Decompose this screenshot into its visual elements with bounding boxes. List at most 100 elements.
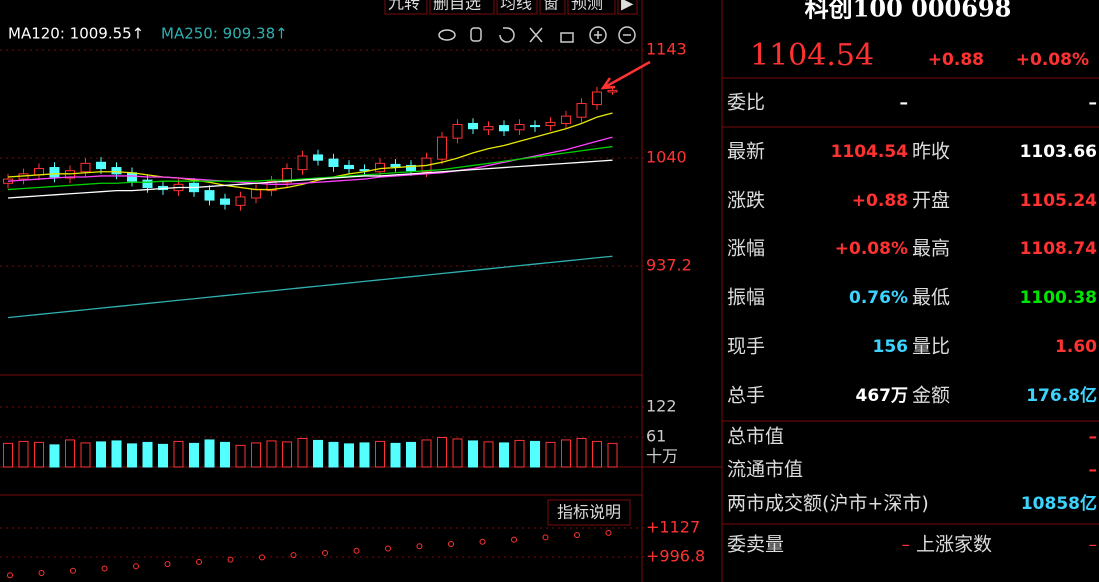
candle-body: [313, 154, 323, 161]
indicator-button-label[interactable]: 指标说明: [557, 503, 621, 522]
volume-bar: [561, 439, 571, 468]
toolbar-button[interactable]: [496, 0, 538, 15]
tool-eye[interactable]: [438, 29, 456, 41]
candle-body: [127, 172, 137, 182]
volume-bar: [204, 439, 215, 468]
tool-hand[interactable]: [470, 27, 482, 42]
row-value: –: [1089, 93, 1098, 113]
volume-bar: [576, 437, 587, 468]
toolbar-button[interactable]: [539, 0, 566, 15]
volume-bar: [282, 441, 292, 468]
candle-body: [204, 190, 215, 201]
indicator-dot: [38, 569, 45, 576]
volume-bar: [251, 442, 261, 468]
volume-bar: [499, 442, 509, 468]
tool-zoom-out[interactable]: [618, 26, 636, 44]
volume-bar: [65, 439, 75, 468]
tool-cut[interactable]: [529, 27, 543, 43]
volume-bar: [297, 437, 308, 468]
volume-bar: [96, 441, 106, 468]
candle-body: [607, 89, 618, 93]
volume-unit: 十万: [646, 447, 678, 466]
candle-body: [251, 189, 261, 199]
toolbar-label[interactable]: 预测: [571, 0, 603, 13]
toolbar-label[interactable]: 删自选: [433, 0, 481, 13]
tool-undo[interactable]: [499, 27, 515, 43]
volume-bar: [483, 441, 494, 468]
row-value: –: [900, 93, 909, 113]
row-value: 1100.38: [1020, 288, 1097, 308]
row-value: 1.60: [1055, 337, 1097, 357]
indicator-dot: [542, 534, 549, 541]
candle-body: [328, 158, 339, 167]
toolbar-button[interactable]: [567, 0, 616, 15]
volume-bar: [437, 436, 447, 468]
indicator-dot: [322, 549, 328, 556]
toolbar-button[interactable]: [429, 0, 495, 15]
toolbar-label[interactable]: ▶: [621, 0, 634, 13]
candle-body: [468, 122, 478, 130]
indicator-dot: [133, 563, 139, 570]
toolbar-button[interactable]: [617, 0, 638, 15]
row-value: 1104.54: [831, 142, 909, 162]
legend-entry: MA250: 909.38↑: [161, 25, 288, 43]
volume-bar: [111, 440, 122, 468]
row-label: 现手: [727, 336, 765, 358]
candle-body: [235, 196, 246, 206]
legend-entry: MA120: 1009.55↑: [8, 25, 144, 43]
candle-body: [452, 124, 463, 139]
row-label: 最高: [912, 238, 950, 260]
row-value: +0.08%: [835, 239, 908, 259]
volume-bar: [220, 441, 230, 468]
volume-bar: [468, 440, 478, 468]
candle-body: [592, 91, 602, 106]
candle-body: [34, 168, 44, 176]
indicator-dot: [196, 558, 202, 565]
volume-bar: [80, 442, 91, 468]
candle-body: [576, 103, 587, 118]
candle-body: [437, 136, 447, 160]
quote-price: 1104.54: [750, 38, 874, 73]
row-label: 最低: [912, 287, 950, 309]
toolbar-label[interactable]: 九转: [388, 0, 420, 13]
volume-bar: [3, 442, 13, 468]
row-label: 量比: [912, 336, 950, 358]
candle-body: [390, 163, 401, 167]
row-value: –: [1089, 460, 1098, 480]
indicator-dot: [448, 541, 454, 548]
volume-bar: [406, 441, 416, 468]
row-label: 委卖量: [727, 534, 784, 556]
volume-bar: [313, 439, 323, 468]
volume-bar: [452, 438, 463, 468]
y-tick-label: 122: [646, 396, 677, 415]
candle-body: [220, 198, 230, 205]
indicator-dot: [70, 567, 76, 574]
volume-bar: [607, 442, 618, 468]
indicator-button[interactable]: [547, 499, 631, 526]
volume-bar: [142, 441, 153, 468]
ma-line: [7, 159, 613, 199]
row-label: 涨跌: [727, 190, 765, 212]
indicator-dot: [511, 536, 517, 543]
y-tick-label: 1040: [646, 148, 687, 167]
tool-lock[interactable]: [560, 32, 574, 43]
volume-bar: [592, 440, 602, 468]
volume-bar: [266, 440, 277, 468]
indicator-dot: [290, 552, 297, 559]
toolbar-label[interactable]: 均线: [500, 0, 532, 13]
row-value: –: [1089, 427, 1098, 447]
row-value: –: [1089, 535, 1098, 555]
volume-bar: [344, 443, 354, 468]
indicator-dot: [385, 545, 391, 552]
row-value: 176.8亿: [1026, 385, 1097, 406]
candle-body: [406, 164, 416, 172]
candle-body: [96, 161, 106, 170]
indicator-dot: [574, 532, 580, 539]
indicator-dot: [353, 547, 360, 554]
indicator-dot: [227, 556, 234, 563]
tool-zoom-in[interactable]: [589, 26, 607, 44]
volume-bar: [375, 440, 385, 468]
toolbar-label[interactable]: 窗: [543, 0, 559, 13]
toolbar-button[interactable]: [384, 0, 428, 15]
